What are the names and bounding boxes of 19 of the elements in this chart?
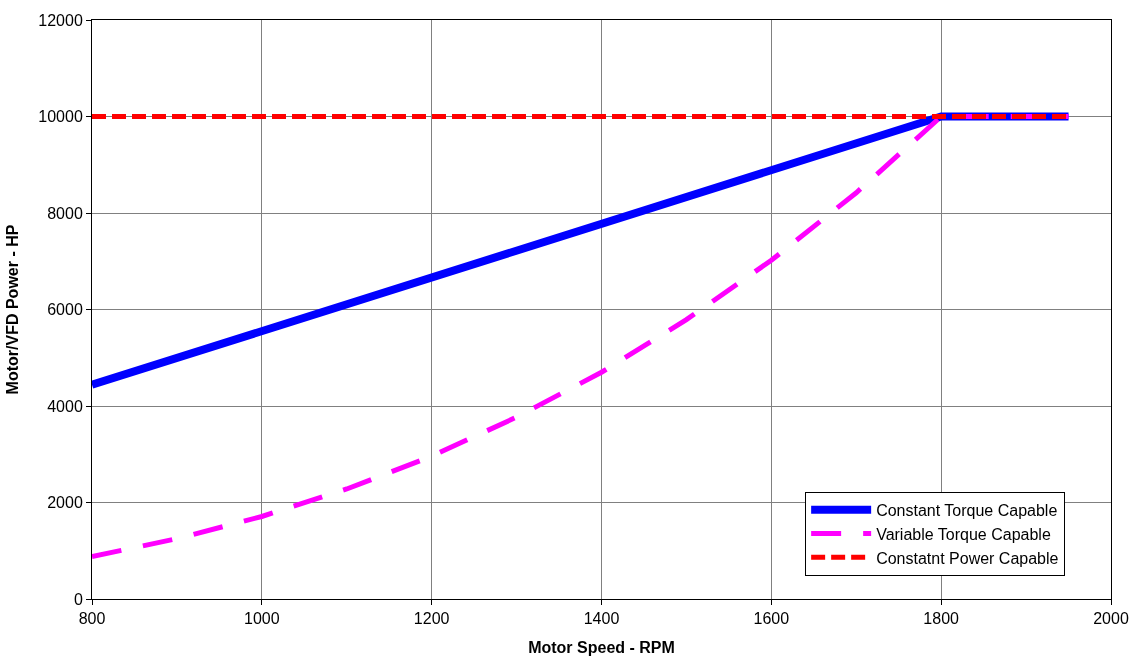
y-tick-label: 6000	[47, 301, 83, 319]
y-tick-label: 10000	[38, 108, 83, 126]
x-tick-label: 1000	[244, 610, 280, 628]
y-tick-label: 2000	[47, 494, 83, 512]
y-axis-title: Motor/VFD Power - HP	[4, 224, 22, 395]
x-tick-label: 1200	[413, 610, 450, 628]
y-tick-label: 8000	[47, 204, 83, 222]
y-tick-label: 4000	[47, 397, 83, 415]
x-tick-label: 1400	[583, 610, 620, 628]
x-axis-title: Motor Speed - RPM	[528, 638, 675, 656]
x-tick-label: 2000	[1093, 610, 1129, 628]
x-tick-label: 1600	[753, 610, 790, 628]
legend-label: Constant Torque Capable	[876, 501, 1058, 519]
legend-label: Variable Torque Capable	[876, 525, 1051, 543]
x-tick-label: 800	[78, 610, 106, 628]
x-tick-label: 1800	[923, 610, 960, 628]
legend-label: Constatnt Power Capable	[876, 549, 1059, 567]
y-tick-label: 12000	[38, 11, 83, 29]
y-tick-label: 0	[73, 590, 83, 608]
